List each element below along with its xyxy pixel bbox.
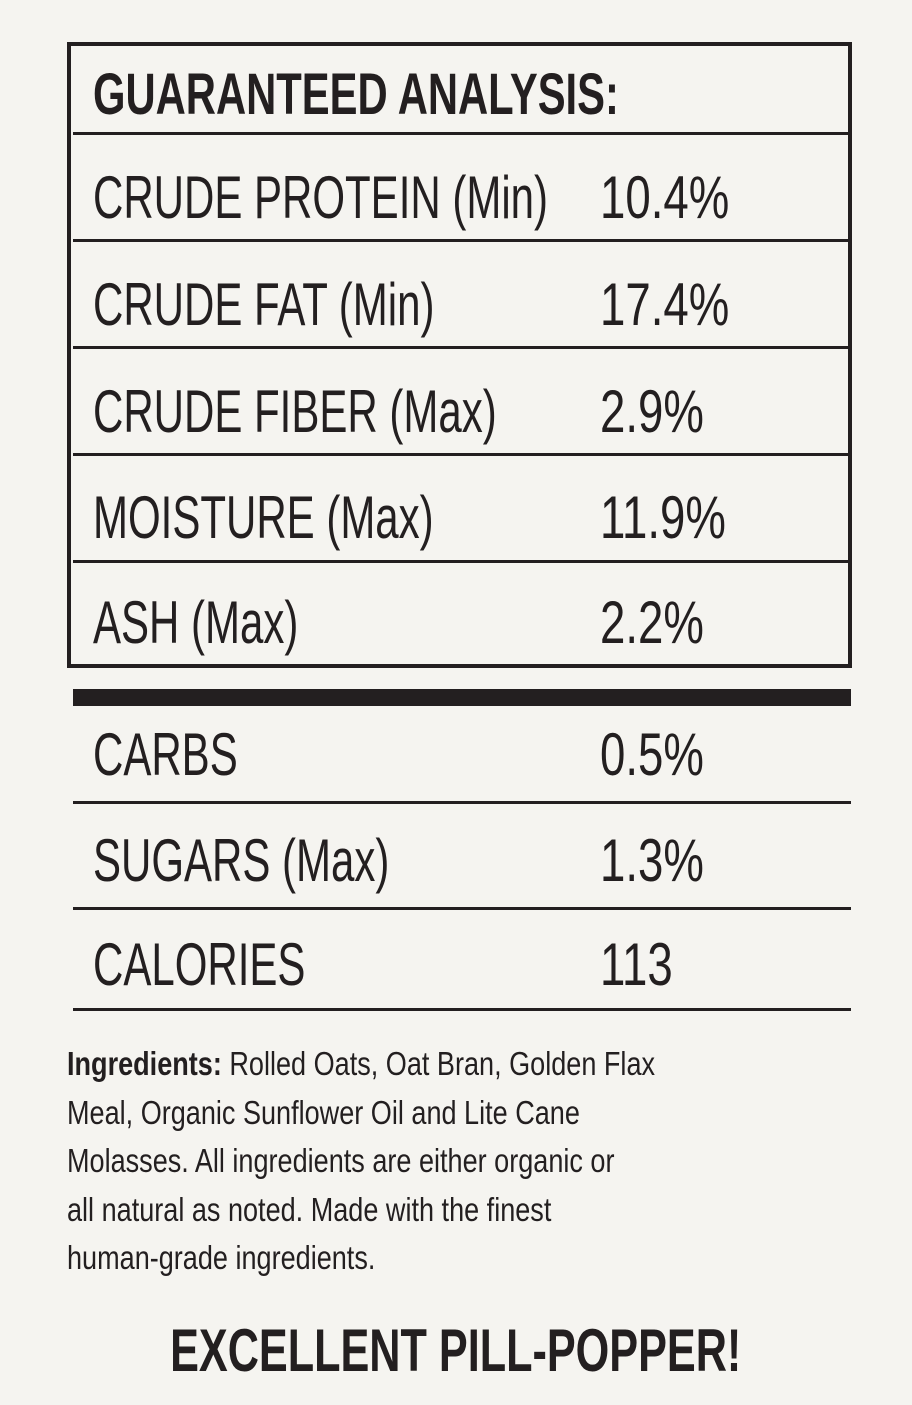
row-divider: [73, 239, 851, 242]
extra-label: CARBS: [93, 721, 238, 788]
row-divider: [73, 453, 851, 456]
ingredients-text: Ingredients: Rolled Oats, Oat Bran, Gold…: [67, 1040, 655, 1283]
extra-value: 1.3%: [600, 827, 704, 894]
extra-label: CALORIES: [93, 931, 306, 998]
ingredients-line: human-grade ingredients.: [67, 1239, 376, 1276]
analysis-value: 10.4%: [600, 164, 730, 231]
analysis-value: 11.9%: [600, 484, 726, 551]
analysis-label: CRUDE FAT (Min): [93, 271, 435, 338]
analysis-title: GUARANTEED ANALYSIS:: [93, 62, 619, 127]
thick-divider: [73, 689, 851, 706]
row-divider: [73, 907, 851, 910]
ingredients-label: Ingredients:: [67, 1045, 222, 1082]
analysis-value: 2.9%: [600, 378, 704, 445]
footer-tagline: EXCELLENT PILL-POPPER!: [0, 1318, 912, 1384]
row-divider: [73, 801, 851, 804]
extra-value: 113: [600, 931, 673, 998]
ingredients-line: all natural as noted. Made with the fine…: [67, 1190, 552, 1228]
guaranteed-analysis-box: [67, 42, 852, 668]
analysis-label: MOISTURE (Max): [93, 484, 434, 551]
analysis-label: CRUDE PROTEIN (Min): [93, 164, 549, 231]
analysis-label: ASH (Max): [93, 589, 299, 656]
extra-label: SUGARS (Max): [93, 827, 390, 894]
footer-text: EXCELLENT PILL-POPPER!: [170, 1317, 742, 1384]
row-divider: [73, 132, 851, 135]
row-divider: [73, 1008, 851, 1011]
analysis-value: 17.4%: [600, 271, 730, 338]
extra-value: 0.5%: [600, 721, 704, 788]
analysis-value: 2.2%: [600, 589, 704, 656]
row-divider: [73, 560, 851, 563]
ingredients-line: Molasses. All ingredients are either org…: [67, 1142, 615, 1179]
row-divider: [73, 346, 851, 349]
ingredients-line: Meal, Organic Sunflower Oil and Lite Can…: [67, 1093, 580, 1131]
analysis-label: CRUDE FIBER (Max): [93, 378, 497, 445]
ingredients-line: Rolled Oats, Oat Bran, Golden Flax: [221, 1045, 656, 1082]
